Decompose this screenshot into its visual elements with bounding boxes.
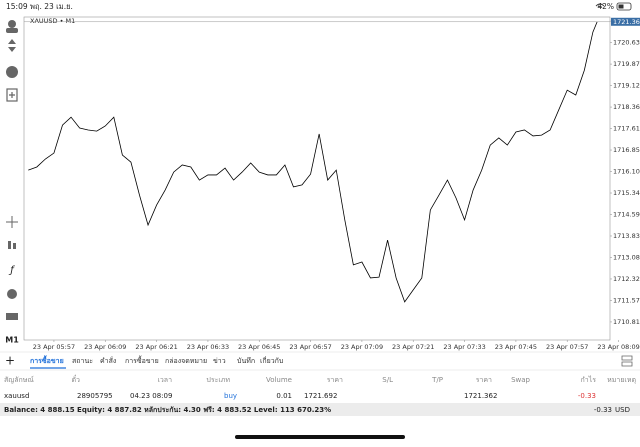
- x-tick-label: 23 Apr 08:09: [597, 343, 639, 351]
- cell-symbol: xauusd: [4, 392, 29, 400]
- x-tick-label: 23 Apr 07:45: [495, 343, 537, 351]
- account-summary: Balance: 4 888.15 Equity: 4 887.82 หลักป…: [4, 406, 331, 414]
- x-tick-label: 23 Apr 06:57: [289, 343, 331, 351]
- wifi-icon: [595, 3, 605, 8]
- y-tick-label: 1720.630: [613, 39, 640, 47]
- tab-bar: การซื้อขาย สถานะ คำสั่ง การซื้อขาย กล่องจดหม…: [30, 354, 283, 369]
- add-button[interactable]: +: [5, 354, 15, 368]
- column-header: ตั๋ว: [72, 375, 81, 384]
- layout-icon[interactable]: [621, 355, 633, 367]
- battery-icon: [616, 2, 632, 11]
- x-tick-label: 23 Apr 07:33: [443, 343, 485, 351]
- cell-volume: 0.01: [276, 392, 292, 400]
- cell-profit: -0.33: [578, 392, 596, 400]
- total-currency: USD: [615, 406, 630, 414]
- chart: 1721.3851720.6301719.8751719.1201718.365…: [24, 17, 640, 351]
- x-tick-label: 23 Apr 07:21: [392, 343, 434, 351]
- column-header: เวลา: [157, 376, 172, 384]
- column-header: หมายเหตุ: [607, 376, 636, 384]
- column-header: ราคา: [476, 376, 492, 384]
- cell-ticket: 28905795: [77, 392, 113, 400]
- left-toolbar: ƒ M1: [5, 20, 19, 345]
- tab[interactable]: สถานะ: [72, 357, 93, 365]
- tab[interactable]: เกี่ยวกับ: [260, 356, 283, 365]
- tab[interactable]: กล่องจดหมาย: [165, 357, 207, 365]
- footer-band: [0, 403, 640, 416]
- new-order-icon[interactable]: [6, 88, 18, 102]
- y-tick-label: 1710.815: [613, 318, 640, 326]
- x-tick-label: 23 Apr 06:21: [135, 343, 177, 351]
- battery-level: [618, 4, 624, 9]
- total-profit: -0.33: [594, 406, 612, 414]
- cell-price: 1721.692: [304, 392, 337, 400]
- y-tick-label: 1714.590: [613, 210, 640, 218]
- last-price-label: 1721.362: [613, 18, 640, 26]
- status-battery: 42%: [597, 2, 614, 11]
- y-tick-label: 1715.345: [613, 189, 640, 197]
- y-tick-label: 1718.365: [613, 103, 640, 111]
- y-tick-label: 1717.610: [613, 125, 640, 133]
- tab[interactable]: ข่าว: [213, 357, 226, 365]
- chart-frame: [23, 16, 611, 341]
- indicator-icon[interactable]: ƒ: [8, 265, 15, 276]
- cell-type: buy: [224, 392, 237, 400]
- tab[interactable]: บันทึก: [237, 356, 255, 365]
- column-header: ประเภท: [206, 376, 230, 384]
- account-icon-body: [6, 28, 18, 33]
- column-header: Swap: [511, 376, 530, 384]
- tab[interactable]: คำสั่ง: [100, 356, 116, 365]
- objects-icon[interactable]: [7, 289, 17, 299]
- status-date: พฤ. 23 เม.ย.: [30, 2, 73, 11]
- column-header: S/L: [382, 376, 393, 384]
- column-header: กำไร: [581, 375, 597, 384]
- last-price-box: [611, 17, 640, 26]
- x-tick-label: 23 Apr 06:09: [84, 343, 126, 351]
- timeframe-button[interactable]: M1: [5, 336, 19, 345]
- chart-title: XAUUSD • M1: [30, 17, 75, 25]
- x-tick-label: 23 Apr 07:57: [546, 343, 588, 351]
- y-tick-label: 1719.875: [613, 60, 640, 68]
- chat-icon[interactable]: [6, 66, 18, 78]
- cell-time: 04.23 08:09: [130, 392, 172, 400]
- trade-icon[interactable]: [8, 39, 16, 52]
- x-tick-label: 23 Apr 06:45: [238, 343, 280, 351]
- x-tick-label: 23 Apr 05:57: [33, 343, 75, 351]
- price-line: [28, 21, 598, 303]
- y-tick-label: 1716.100: [613, 168, 640, 176]
- column-header: ราคา: [327, 376, 343, 384]
- account-icon[interactable]: [8, 20, 16, 28]
- candle-icon-2: [13, 243, 16, 249]
- y-tick-label: 1711.570: [613, 296, 640, 304]
- y-tick-label: 1712.325: [613, 275, 640, 283]
- column-header: T/P: [431, 376, 443, 384]
- candle-icon[interactable]: [8, 241, 11, 249]
- status-time: 15:09: [6, 2, 28, 11]
- x-tick-label: 23 Apr 06:33: [187, 343, 229, 351]
- crosshair-icon[interactable]: [6, 216, 18, 228]
- tab[interactable]: การซื้อขาย: [30, 354, 64, 365]
- new-order-plus: [9, 92, 15, 98]
- template-icon[interactable]: [6, 313, 18, 320]
- column-header: สัญลักษณ์: [4, 376, 34, 384]
- home-indicator: [235, 435, 405, 439]
- y-tick-label: 1716.855: [613, 146, 640, 154]
- y-tick-label: 1713.835: [613, 232, 640, 240]
- x-tick-label: 23 Apr 07:09: [341, 343, 383, 351]
- tab[interactable]: การซื้อขาย: [125, 354, 159, 365]
- y-tick-label: 1713.080: [613, 253, 640, 261]
- column-header: Volume: [266, 376, 292, 384]
- y-tick-label: 1719.120: [613, 82, 640, 90]
- cell-current-price: 1721.362: [464, 392, 497, 400]
- positions-table: สัญลักษณ์ ตั๋ว เวลา ประเภท Volume ราคา S/L T/P ร…: [4, 375, 636, 400]
